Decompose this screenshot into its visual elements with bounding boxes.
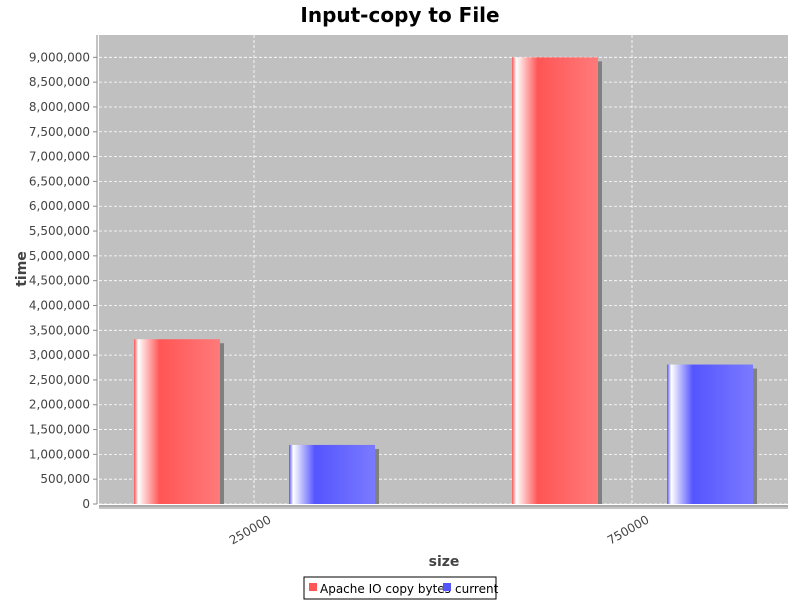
y-axis-label: time (14, 251, 30, 287)
y-tick-label: 500,000 (40, 472, 90, 486)
bar-apache-io-copy-bytes-750000 (512, 57, 598, 504)
y-tick-label: 5,000,000 (29, 249, 90, 263)
y-tick-label: 1,000,000 (29, 447, 90, 461)
x-axis-label: size (429, 554, 460, 570)
legend-swatch-apache (309, 583, 317, 591)
legend-label-apache: Apache IO copy bytes (320, 582, 451, 596)
y-tick-label: 4,000,000 (29, 298, 90, 312)
x-tick-label: 750000 (605, 512, 652, 547)
x-axis (99, 505, 788, 509)
legend-swatch-current (443, 583, 451, 591)
bar-current-750000 (667, 364, 753, 504)
chart-title: Input-copy to File (300, 3, 499, 27)
y-tick-label: 3,000,000 (29, 348, 90, 362)
bar-current-250000 (289, 444, 375, 504)
x-tick-label: 250000 (227, 512, 274, 547)
y-tick-label: 2,000,000 (29, 398, 90, 412)
legend-label-current: current (455, 582, 499, 596)
x-ticks: 250000 750000 (227, 512, 652, 547)
y-tick-label: 8,500,000 (29, 75, 90, 89)
y-tick-label: 3,500,000 (29, 323, 90, 337)
y-tick-label: 1,500,000 (29, 423, 90, 437)
y-tick-label: 4,500,000 (29, 274, 90, 288)
legend-box (303, 576, 497, 600)
y-ticks: 0 500,000 1,000,000 1,500,000 2,000,000 2,500… (29, 50, 97, 511)
gridlines (99, 35, 788, 505)
y-tick-label: 6,000,000 (29, 199, 90, 213)
y-tick-label: 7,500,000 (29, 125, 90, 139)
legend: Apache IO copy bytes current (303, 576, 499, 600)
y-tick-label: 8,000,000 (29, 100, 90, 114)
y-tick-label: 9,000,000 (29, 50, 90, 64)
y-tick-label: 5,500,000 (29, 224, 90, 238)
y-tick-label: 7,000,000 (29, 150, 90, 164)
y-tick-label: 2,500,000 (29, 373, 90, 387)
bars-group (134, 57, 757, 504)
y-tick-label: 6,500,000 (29, 174, 90, 188)
bar-apache-io-copy-bytes-250000 (134, 339, 220, 504)
y-tick-label: 0 (82, 497, 90, 511)
